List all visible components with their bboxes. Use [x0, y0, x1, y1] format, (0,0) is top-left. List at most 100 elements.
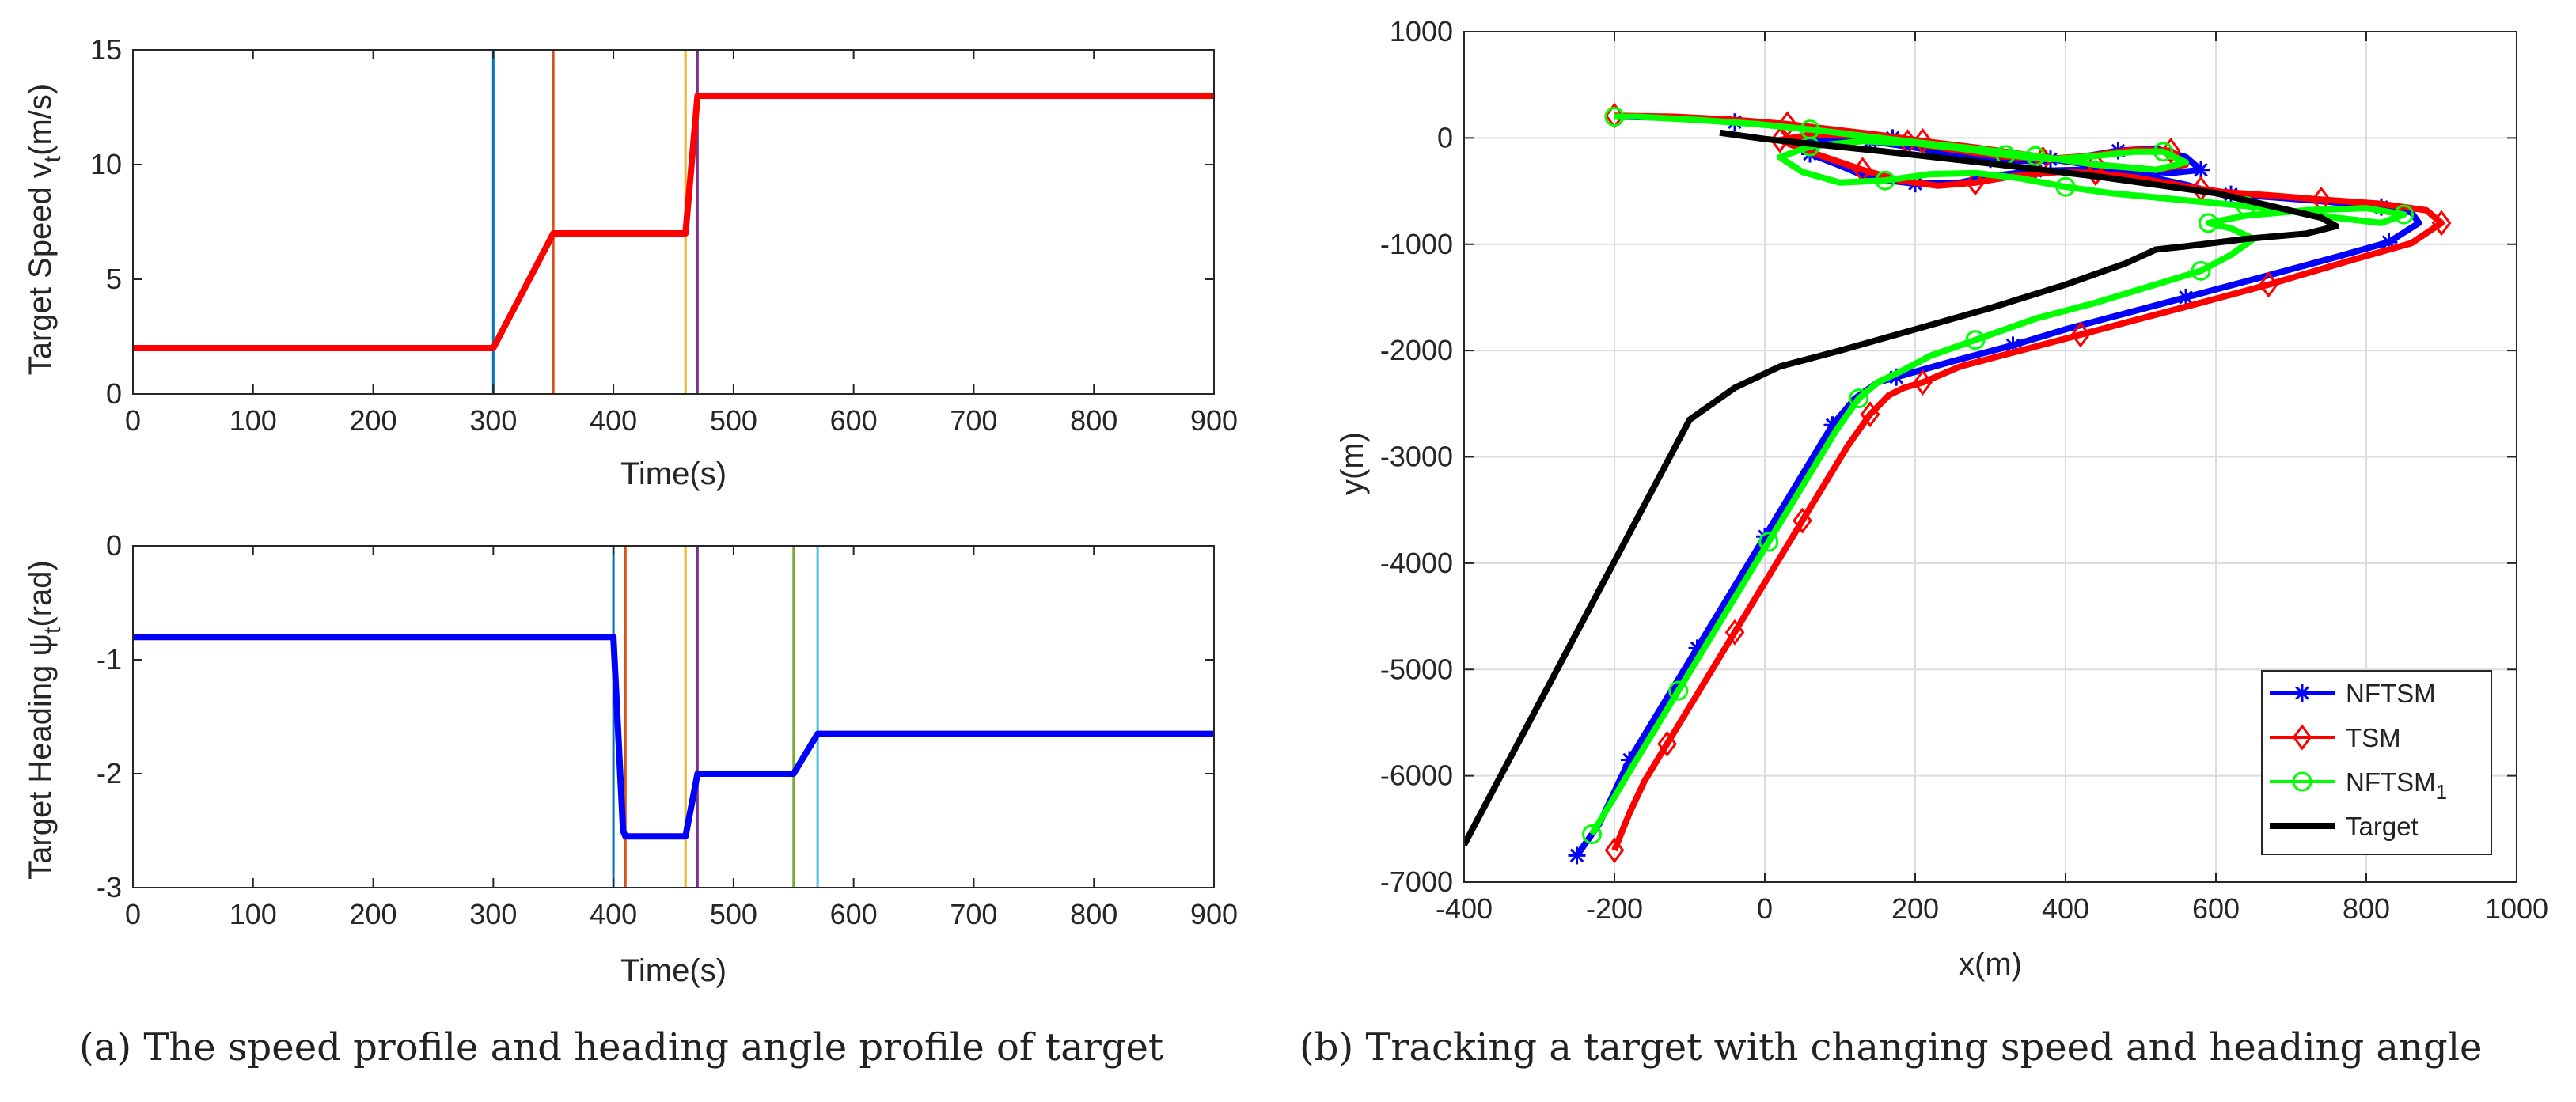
- legend-marker-asterisk: [2293, 684, 2311, 702]
- series-line-nftsm: [1589, 113, 2407, 836]
- data-point-diamond: [1770, 127, 1790, 153]
- asterisk-stroke: [1622, 752, 1637, 767]
- asterisk-stroke: [2295, 686, 2309, 700]
- data-point-diamond: [1793, 507, 1812, 534]
- asterisk-stroke: [2179, 290, 2193, 305]
- legend-label: TSM: [2346, 723, 2401, 752]
- legend-label-main: NFTSM: [2346, 767, 2436, 797]
- legend-label-main: TSM: [2346, 723, 2401, 752]
- legend-label-main: NFTSM: [2346, 679, 2436, 708]
- x-tick-label: 200: [350, 898, 397, 930]
- data-point-diamond: [1777, 111, 1797, 138]
- speed-xlabel: Time(s): [620, 456, 727, 491]
- y-tick-label: 0: [106, 377, 122, 410]
- y-tick-label: -7000: [1380, 865, 1453, 898]
- data-point-circle: [2199, 213, 2218, 233]
- axes-box: [132, 49, 1215, 395]
- data-point-circle: [2153, 142, 2173, 162]
- x-tick-label: 1000: [2485, 892, 2548, 925]
- x-tick-label: 0: [1757, 892, 1773, 925]
- asterisk-stroke: [2381, 235, 2396, 249]
- data-point-asterisk: [1568, 846, 1586, 865]
- speed-ylabel: Target Speed vt(m/s): [23, 84, 66, 375]
- x-tick-label: 300: [469, 404, 517, 437]
- x-tick-label: 800: [2343, 892, 2390, 925]
- data-point-diamond: [1913, 369, 1933, 396]
- data-point-diamond: [1860, 401, 1880, 428]
- legend-label: NFTSM1: [2346, 767, 2447, 804]
- x-tick-label: 400: [590, 898, 637, 930]
- x-tick-label: 500: [710, 898, 757, 930]
- data-point-circle: [1875, 170, 1895, 191]
- plot-area: [133, 50, 1214, 394]
- x-tick-label: 600: [830, 404, 878, 437]
- y-tick-label: -6000: [1380, 759, 1453, 792]
- series-line-speed: [133, 93, 1214, 351]
- data-point-asterisk: [2192, 161, 2210, 179]
- y-tick-label: -5000: [1380, 653, 1453, 685]
- caption-a: (a) The speed profile and heading angle …: [79, 1025, 1164, 1070]
- data-point-diamond: [2259, 271, 2278, 298]
- data-point-asterisk: [2177, 288, 2195, 306]
- x-tick-label: 800: [1070, 404, 1117, 437]
- y-tick-label: -1: [97, 643, 122, 676]
- data-point-diamond: [1604, 837, 1625, 864]
- asterisk-stroke: [1569, 848, 1584, 863]
- series-line-heading: [133, 634, 1214, 840]
- y-tick-label: 10: [90, 148, 122, 180]
- y-tick-label: -2: [97, 757, 122, 790]
- asterisk-stroke: [2005, 338, 2020, 353]
- y-tick-label: -4000: [1380, 547, 1453, 579]
- plot-area: [133, 546, 1214, 888]
- y-tick-label: -2000: [1380, 334, 1453, 366]
- series-line-target: [1464, 129, 2339, 846]
- asterisk-stroke: [2194, 162, 2208, 177]
- x-tick-label: 200: [1891, 892, 1939, 925]
- legend-marker-circle: [2292, 771, 2312, 792]
- x-tick-label: -200: [1586, 892, 1643, 925]
- x-tick-label: 800: [1070, 898, 1117, 930]
- x-tick-label: 600: [2192, 892, 2240, 925]
- legend-label: Target: [2346, 812, 2419, 841]
- x-tick-label: 400: [590, 404, 637, 437]
- data-point-circle: [1758, 532, 1779, 552]
- data-point-circle: [1965, 330, 1986, 350]
- x-tick-label: 0: [125, 404, 141, 437]
- data-point-diamond: [1724, 619, 1745, 646]
- x-tick-label: 900: [1190, 898, 1238, 930]
- data-point-diamond: [2070, 321, 2091, 348]
- asterisk-stroke: [1690, 641, 1705, 656]
- heading-xlabel: Time(s): [620, 953, 727, 988]
- data-point-circle: [1582, 824, 1602, 845]
- traj-xlabel: x(m): [1959, 947, 2022, 982]
- data-point-diamond: [1965, 169, 1986, 196]
- y-tick-label: -3: [97, 871, 122, 903]
- data-point-circle: [1849, 388, 1869, 409]
- data-point-circle: [1668, 680, 1689, 701]
- data-point-circle: [1800, 119, 1820, 140]
- legend-label-main: Target: [2346, 812, 2419, 841]
- legend-marker-diamond: [2292, 724, 2312, 751]
- speed-chart: Time(s) Target Speed vt(m/s) 0 100 200 300 4…: [23, 33, 1238, 491]
- heading-chart: Time(s) Target Heading ψt(rad) 0 100 200 30…: [23, 529, 1238, 988]
- y-tick-label: 5: [106, 263, 122, 295]
- asterisk-stroke: [1825, 418, 1840, 432]
- axes-box: [132, 545, 1215, 888]
- data-point-diamond: [2431, 210, 2452, 237]
- data-point-circle: [2025, 146, 2046, 166]
- heading-ylabel: Target Heading ψt(rad): [23, 560, 66, 880]
- x-tick-label: 500: [710, 404, 757, 437]
- x-tick-label: -400: [1436, 892, 1493, 925]
- data-point-diamond: [1604, 102, 1625, 129]
- data-point-diamond: [1913, 127, 1933, 154]
- x-tick-label: 0: [125, 898, 141, 930]
- x-tick-label: 600: [830, 898, 878, 930]
- data-point-circle: [2055, 176, 2076, 197]
- y-tick-label: 15: [90, 33, 122, 66]
- legend-label-sub: 1: [2436, 780, 2447, 804]
- x-tick-label: 700: [950, 898, 997, 930]
- y-tick-label: 0: [106, 529, 122, 562]
- data-point-diamond: [1657, 730, 1677, 757]
